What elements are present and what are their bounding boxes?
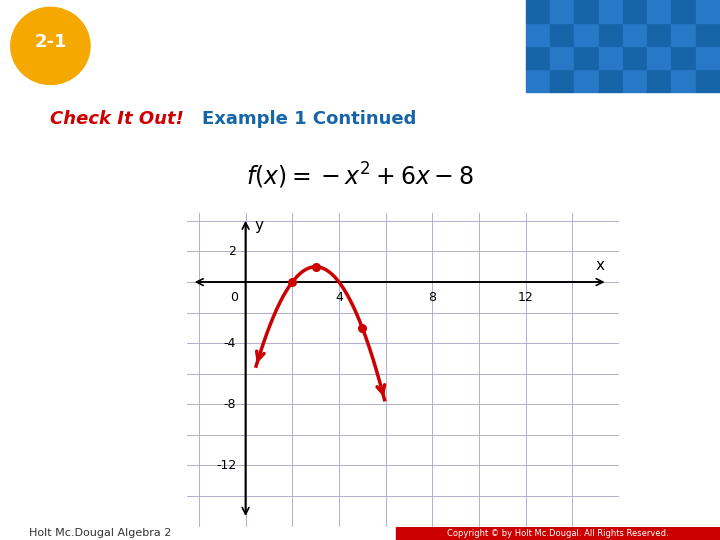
Bar [623,69,647,92]
Bar [526,0,550,23]
Text: 8: 8 [428,291,436,304]
Bar [623,23,647,46]
Bar [598,69,623,92]
Ellipse shape [11,8,90,84]
Text: y: y [255,218,264,233]
Text: Using Transformations to Graph: Using Transformations to Graph [108,20,459,39]
Bar [598,23,623,46]
Bar [647,69,671,92]
Bar [550,0,575,23]
Text: Check It Out!: Check It Out! [50,110,184,128]
Text: 2: 2 [228,245,236,258]
Bar [396,526,720,540]
Bar [647,0,671,23]
Text: -8: -8 [224,398,236,411]
Bar [696,0,720,23]
Bar [526,46,550,69]
Text: -12: -12 [216,459,236,472]
Bar [623,46,647,69]
Text: $f(x) = -x^2 + 6x - 8$: $f(x) = -x^2 + 6x - 8$ [246,160,474,191]
Bar [550,23,575,46]
Bar [696,69,720,92]
Text: Copyright © by Holt Mc.Dougal. All Rights Reserved.: Copyright © by Holt Mc.Dougal. All Right… [447,529,669,538]
Text: x: x [596,258,605,273]
Bar [575,46,598,69]
Bar [575,23,598,46]
Text: 12: 12 [518,291,534,304]
Bar [598,46,623,69]
Text: 2-1: 2-1 [34,33,67,51]
Bar [623,0,647,23]
Bar [575,0,598,23]
Bar [550,46,575,69]
Bar [671,23,696,46]
Bar [696,46,720,69]
Text: 0: 0 [230,291,238,304]
Bar [598,0,623,23]
Bar [526,23,550,46]
Bar [647,23,671,46]
Bar [575,69,598,92]
Text: Holt Mc.Dougal Algebra 2: Holt Mc.Dougal Algebra 2 [29,528,171,538]
Bar [671,46,696,69]
Text: -4: -4 [224,336,236,350]
Text: 4: 4 [335,291,343,304]
Bar [671,69,696,92]
Bar [526,69,550,92]
Bar [696,23,720,46]
Bar [550,69,575,92]
Text: Quadratic Functions: Quadratic Functions [108,57,329,76]
Text: Example 1 Continued: Example 1 Continued [202,110,416,128]
Bar [671,0,696,23]
Bar [647,46,671,69]
